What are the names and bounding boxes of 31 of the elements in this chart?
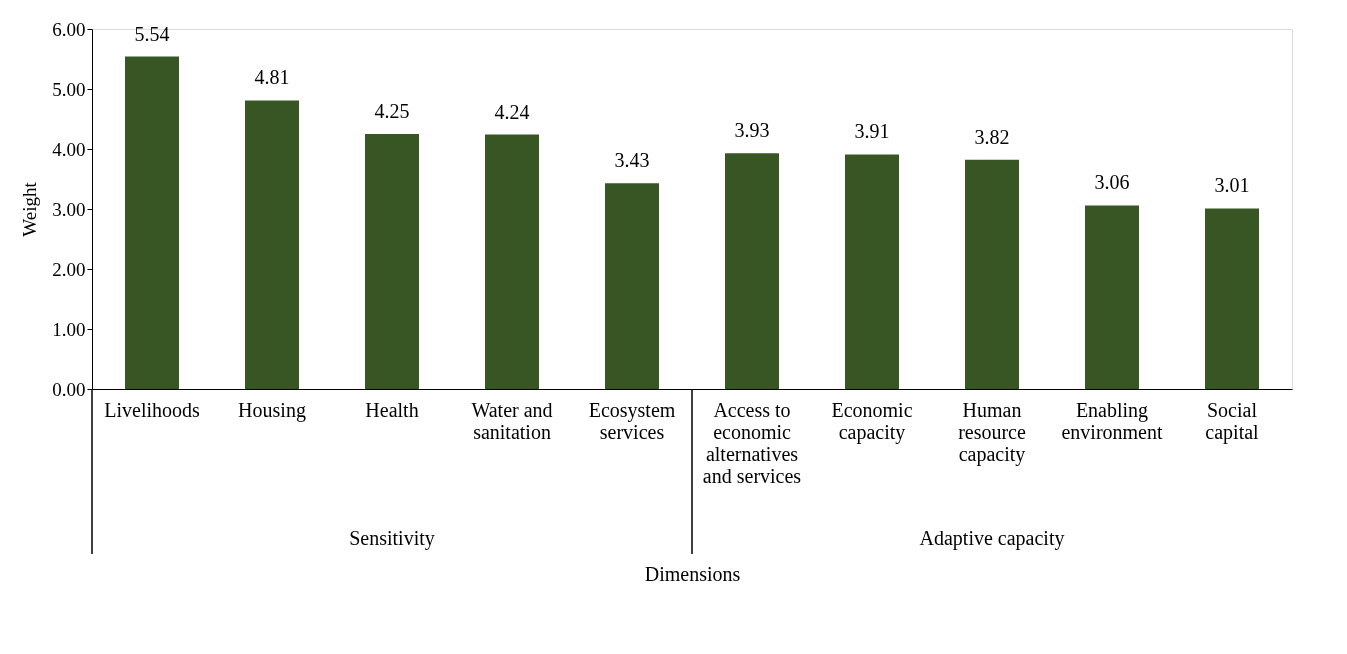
x-tick-label: Enabling environment (1061, 399, 1163, 443)
x-tick-label: Economic capacity (831, 399, 913, 444)
y-tick-label: 4.00 (52, 138, 86, 160)
data-label: 3.43 (614, 149, 650, 172)
x-tick-label: Access to economic alternatives and services (702, 399, 802, 487)
data-label: 4.25 (374, 100, 410, 122)
x-tick-label: Livelihoods (104, 399, 200, 421)
data-label: 4.24 (494, 100, 530, 123)
text: Adaptive capacity (919, 527, 1065, 550)
x-tick-label: Housing (238, 399, 306, 422)
data-label: 3.91 (854, 120, 890, 143)
x-tick-label: Human resource capacity (958, 399, 1026, 466)
x-axis-title: Dimensions (644, 562, 741, 585)
x-tick-label: Water and sanitation (471, 399, 553, 443)
y-tick-label: 6.00 (52, 18, 86, 40)
y-tick-label: 3.00 (52, 198, 86, 220)
y-tick-label: 0.00 (52, 378, 86, 400)
data-label: 5.54 (134, 22, 170, 45)
y-tick-label: 5.00 (52, 78, 86, 100)
x-tick-label: Social capital (1205, 399, 1260, 444)
data-label: 3.01 (1214, 174, 1250, 197)
y-tick-label: 1.00 (52, 318, 86, 340)
data-label: 3.06 (1094, 171, 1130, 194)
text: Sensitivity (349, 527, 435, 550)
y-tick-label: 2.00 (52, 258, 86, 280)
data-label: 4.81 (254, 66, 290, 89)
x-tick-label: Health (365, 399, 419, 421)
y-axis-title: Weight (19, 181, 41, 237)
x-tick-label: Ecosystem services (588, 399, 676, 443)
data-label: 3.93 (734, 119, 770, 142)
data-label: 3.82 (974, 125, 1010, 148)
